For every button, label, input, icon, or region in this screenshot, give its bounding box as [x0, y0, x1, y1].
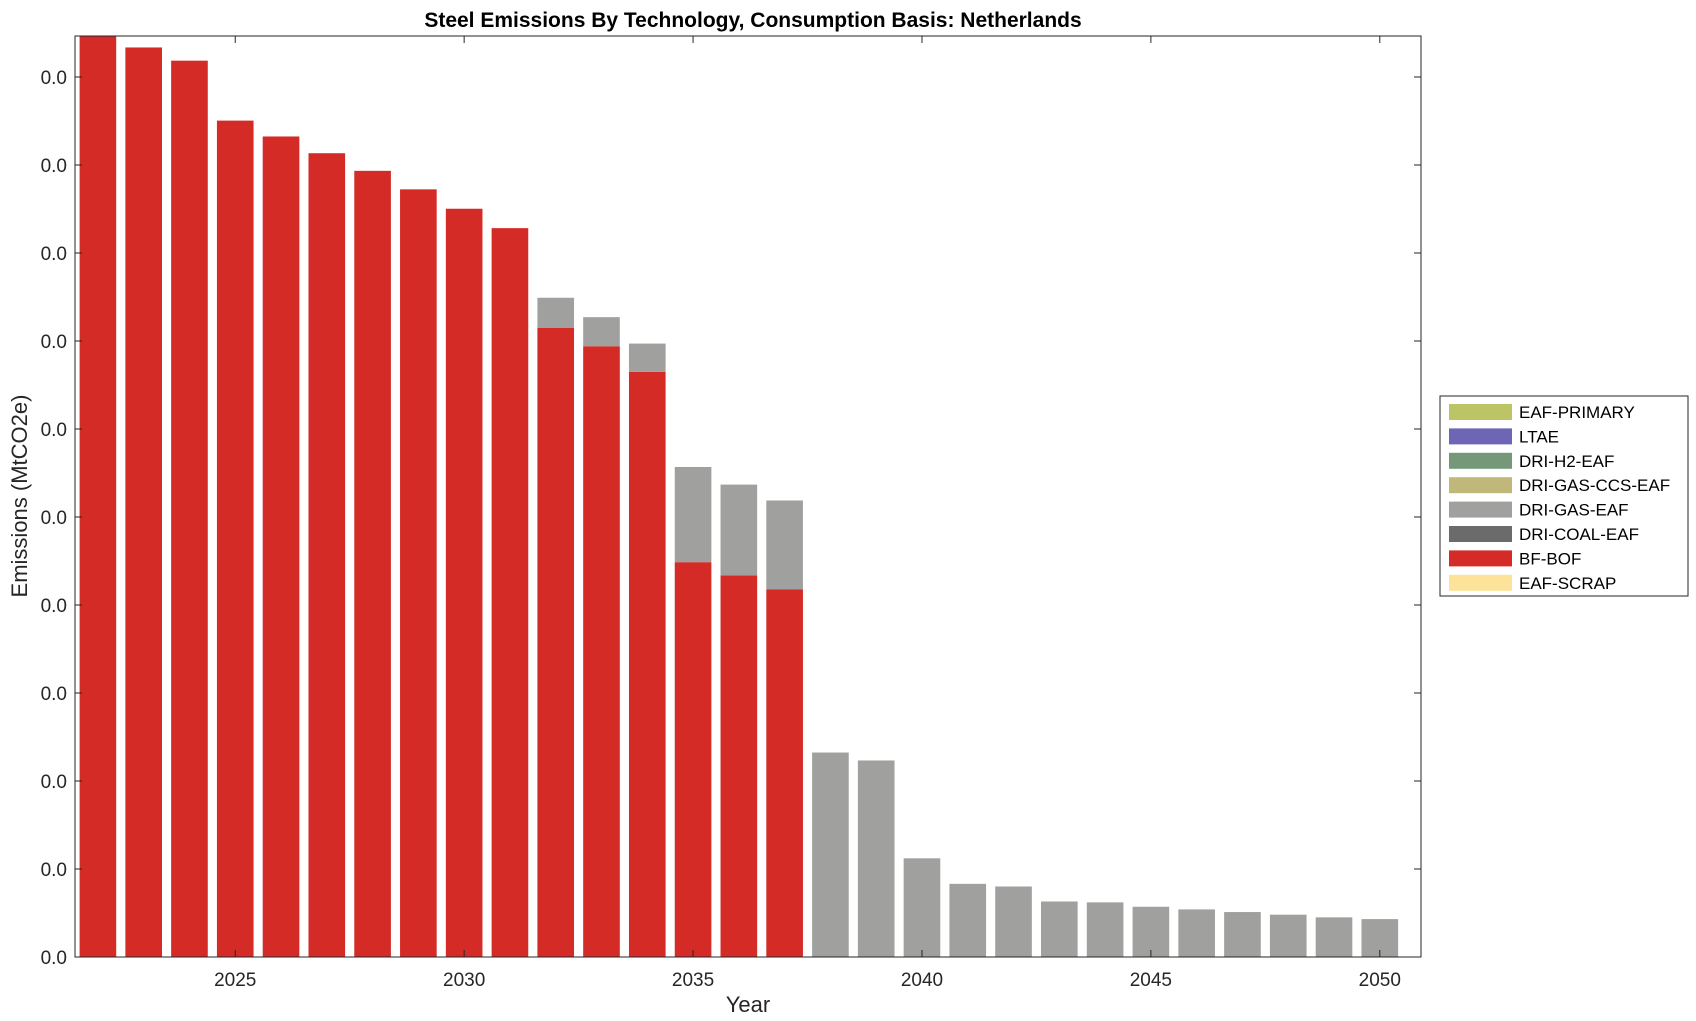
bar-dri-gas-eaf-2043	[1041, 901, 1078, 957]
legend-swatch-eaf-primary	[1449, 404, 1512, 420]
legend-label-ltae: LTAE	[1519, 427, 1559, 446]
bar-dri-gas-eaf-2032	[537, 297, 575, 328]
legend-label-eaf-scrap: EAF-SCRAP	[1519, 574, 1616, 593]
x-tick-label: 2025	[214, 970, 256, 991]
legend-label-dri-gas-ccs-eaf: DRI-GAS-CCS-EAF	[1519, 476, 1670, 495]
bar-dri-gas-eaf-2039	[857, 760, 895, 957]
y-tick-label: 0.0	[41, 244, 67, 265]
legend-label-dri-gas-eaf: DRI-GAS-EAF	[1519, 501, 1629, 520]
legend-swatch-ltae	[1449, 428, 1512, 445]
bar-bf-bof-2032	[537, 327, 575, 958]
chart-title: Steel Emissions By Technology, Consumpti…	[424, 9, 1081, 32]
bar-dri-gas-eaf-2035	[674, 466, 712, 563]
bar-dri-gas-eaf-2033	[583, 317, 620, 347]
bar-bf-bof-2022	[79, 36, 117, 957]
y-tick-label: 0.0	[41, 156, 67, 177]
y-tick-label: 0.0	[41, 860, 67, 881]
y-tick-label: 0.0	[41, 68, 67, 89]
legend-items: EAF-PRIMARY LTAE DRI-H2-EAF DRI-GAS-CCS-EAF…	[1449, 403, 1670, 593]
bar-bf-bof-2027	[308, 153, 346, 958]
bar-bf-bof-2030	[445, 208, 483, 958]
bar-bf-bof-2023	[125, 47, 162, 957]
bar-dri-gas-eaf-2046	[1178, 909, 1215, 957]
bar-dri-gas-eaf-2038	[812, 752, 849, 957]
x-axis-title: Year	[726, 992, 770, 1017]
legend-swatch-dri-gas-ccs-eaf	[1449, 477, 1512, 494]
bar-dri-gas-eaf-2036	[720, 484, 758, 576]
y-tick-label: 0.0	[41, 332, 67, 353]
legend-label-bf-bof: BF-BOF	[1519, 549, 1581, 568]
legend-swatch-dri-gas-eaf	[1449, 501, 1512, 518]
x-tick-label: 2050	[1359, 970, 1401, 991]
bar-dri-gas-eaf-2048	[1269, 914, 1307, 957]
bar-dri-gas-eaf-2040	[903, 858, 941, 957]
bar-dri-gas-eaf-2044	[1086, 902, 1124, 957]
legend-label-dri-h2-eaf: DRI-H2-EAF	[1519, 452, 1614, 471]
y-tick-label: 0.0	[41, 684, 67, 705]
bar-bf-bof-2024	[171, 60, 208, 958]
y-tick-label: 0.0	[41, 772, 67, 793]
bar-dri-gas-eaf-2037	[766, 500, 803, 590]
bar-dri-gas-eaf-2034	[628, 343, 666, 372]
x-tick-label: 2040	[901, 970, 943, 991]
legend-label-dri-coal-eaf: DRI-COAL-EAF	[1519, 525, 1639, 544]
bar-bf-bof-2029	[400, 189, 437, 958]
legend-swatch-dri-coal-eaf	[1449, 526, 1512, 542]
legend-label-eaf-primary: EAF-PRIMARY	[1519, 403, 1635, 422]
legend: EAF-PRIMARY LTAE DRI-H2-EAF DRI-GAS-CCS-EAF…	[1439, 395, 1689, 597]
y-tick-label: 0.0	[41, 508, 67, 529]
bar-bf-bof-2037	[766, 589, 803, 957]
y-axis-title: Emissions (MtCO2e)	[7, 395, 32, 598]
bar-bf-bof-2035	[674, 562, 712, 957]
bar-bf-bof-2031	[491, 228, 529, 957]
bar-bf-bof-2034	[628, 371, 666, 957]
bar-dri-gas-eaf-2045	[1132, 906, 1170, 957]
x-tick-label: 2030	[443, 970, 485, 991]
bar-bf-bof-2036	[720, 575, 758, 957]
y-tick-label: 0.0	[41, 420, 67, 441]
legend-swatch-bf-bof	[1449, 550, 1512, 567]
bar-bf-bof-2026	[262, 136, 300, 958]
bar-dri-gas-eaf-2042	[995, 886, 1032, 957]
bar-dri-gas-eaf-2047	[1224, 912, 1261, 957]
bar-bf-bof-2025	[216, 120, 254, 958]
bars-layer	[79, 36, 1399, 958]
axis-ticks: 2025 2030 2035 2040 2045 2050 0.0 0.0 0.0 0.0 0.0 0…	[41, 36, 1421, 991]
bar-dri-gas-eaf-2041	[949, 883, 987, 957]
legend-swatch-dri-h2-eaf	[1449, 452, 1512, 469]
y-tick-label: 0.0	[41, 948, 67, 969]
x-tick-label: 2035	[672, 970, 714, 991]
legend-swatch-eaf-scrap	[1449, 574, 1512, 591]
x-tick-label: 2045	[1130, 970, 1172, 991]
bar-dri-gas-eaf-2049	[1315, 917, 1353, 957]
bar-bf-bof-2028	[354, 170, 391, 958]
plot-area-frame	[74, 35, 1422, 958]
bar-bf-bof-2033	[583, 346, 620, 958]
y-tick-label: 0.0	[41, 596, 67, 617]
